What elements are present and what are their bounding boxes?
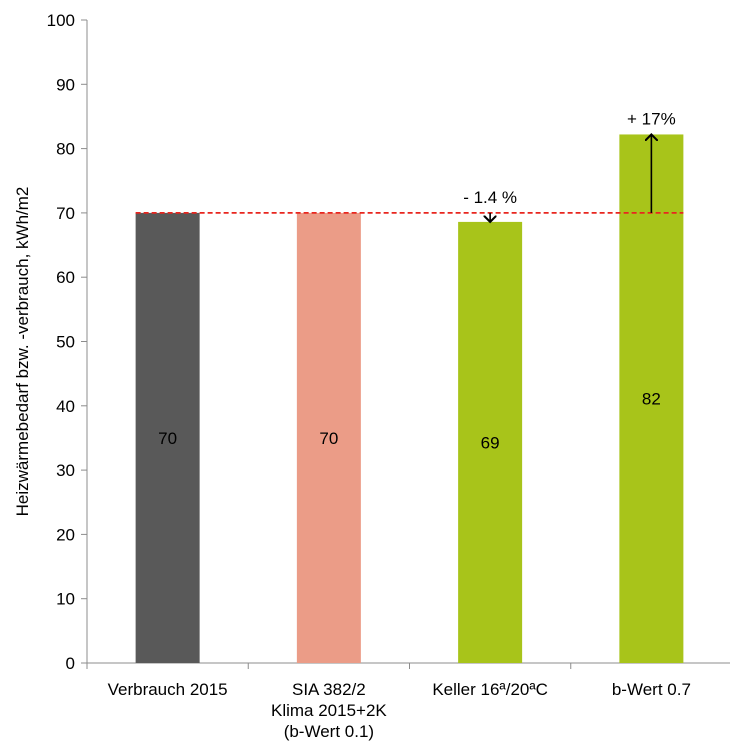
x-category-label: Verbrauch 2015 xyxy=(108,680,228,699)
x-category-label: Keller 16ª/20ªC xyxy=(432,680,548,699)
data-label: 69 xyxy=(481,433,500,452)
bar xyxy=(619,134,684,664)
bar xyxy=(135,212,200,663)
y-tick-label: 30 xyxy=(56,461,75,480)
x-category-label: SIA 382/2 xyxy=(292,680,366,699)
y-tick-label: 90 xyxy=(56,75,75,94)
y-tick-label: 50 xyxy=(56,333,75,352)
y-tick-label: 20 xyxy=(56,525,75,544)
annotation-label: - 1.4 % xyxy=(463,188,517,207)
data-label: 82 xyxy=(642,390,661,409)
y-tick-label: 60 xyxy=(56,268,75,287)
plot-area: 0 10 20 30 40 50 60 70 80 90 100 70 70 69 82 Verbrauch … xyxy=(13,11,730,741)
y-tick-label: 40 xyxy=(56,397,75,416)
bar xyxy=(458,221,523,664)
data-label: 70 xyxy=(158,429,177,448)
x-category-label: Klima 2015+2K xyxy=(271,701,387,720)
y-tick-label: 100 xyxy=(47,11,75,30)
y-tick-label: 80 xyxy=(56,140,75,159)
bar xyxy=(296,212,361,663)
x-category-label: (b-Wert 0.1) xyxy=(284,722,374,741)
y-tick-label: 70 xyxy=(56,204,75,223)
y-tick-label: 10 xyxy=(56,590,75,609)
annotation-label: + 17% xyxy=(627,109,676,128)
y-axis-title: Heizwärmebedarf bzw. -verbrauch, kWh/m2 xyxy=(13,187,32,517)
data-label: 70 xyxy=(319,429,338,448)
y-tick-label: 0 xyxy=(66,654,75,673)
x-category-label: b-Wert 0.7 xyxy=(612,680,691,699)
